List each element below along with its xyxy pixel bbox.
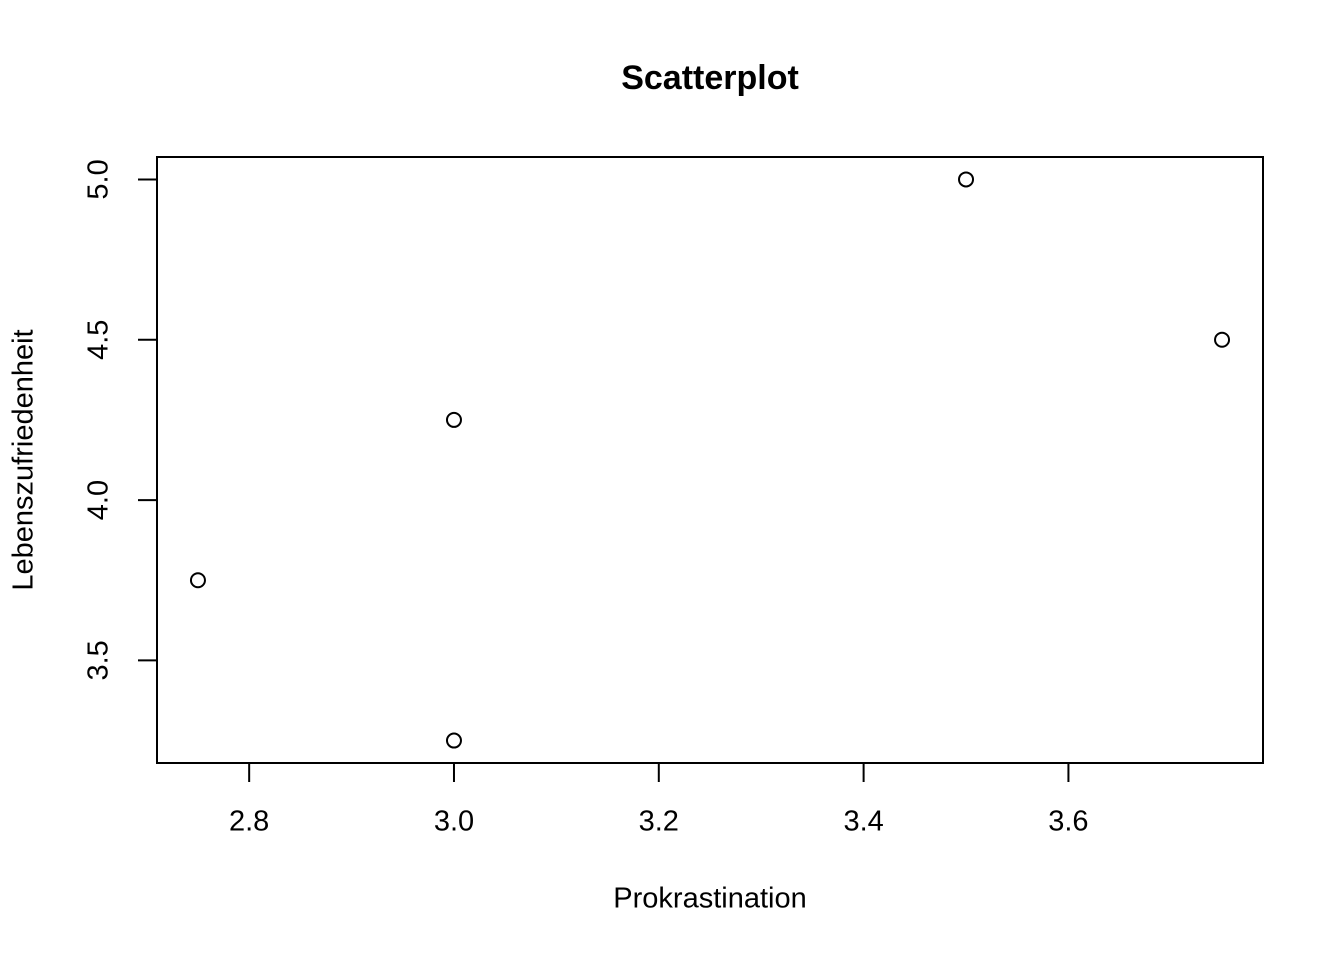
y-tick-label: 4.5 xyxy=(83,320,115,360)
x-tick-label: 3.2 xyxy=(639,806,679,838)
point xyxy=(445,732,462,749)
point xyxy=(445,411,462,428)
x-tick-label: 2.8 xyxy=(229,806,269,838)
x-tick-label: 3.6 xyxy=(1048,806,1088,838)
x-axis-label: Prokrastination xyxy=(613,883,806,915)
point xyxy=(1214,331,1231,348)
point xyxy=(958,171,975,188)
y-tick-label: 4.0 xyxy=(83,480,115,520)
point xyxy=(189,572,206,589)
plot-frame xyxy=(156,156,1264,764)
y-tick-label: 5.0 xyxy=(83,159,115,199)
x-tick-label: 3.4 xyxy=(843,806,883,838)
x-tick-label: 3.0 xyxy=(434,806,474,838)
y-tick-label: 3.5 xyxy=(83,640,115,680)
y-axis-label: Lebenszufriedenheit xyxy=(8,329,40,590)
chart-title: Scatterplot xyxy=(621,59,799,97)
